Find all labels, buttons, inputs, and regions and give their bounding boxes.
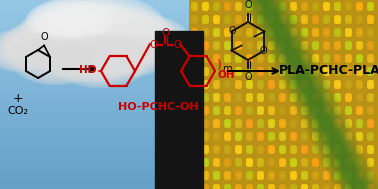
Text: O: O (244, 72, 252, 82)
Text: O: O (173, 40, 181, 50)
Bar (155, 31, 203, 189)
Text: HO: HO (79, 65, 97, 75)
Text: HO-PCHC-OH: HO-PCHC-OH (118, 102, 198, 112)
Text: O: O (161, 28, 169, 38)
Text: O: O (260, 46, 267, 57)
Text: PLA-PCHC-PLA: PLA-PCHC-PLA (279, 64, 378, 77)
Text: O: O (244, 0, 252, 10)
Text: m: m (223, 64, 232, 74)
Text: CO₂: CO₂ (8, 106, 28, 116)
Text: O: O (40, 33, 48, 43)
Text: ): ) (217, 59, 222, 71)
Text: +: + (13, 92, 23, 105)
Text: OH: OH (217, 70, 234, 80)
Text: O: O (149, 40, 157, 50)
Text: O: O (229, 26, 236, 36)
